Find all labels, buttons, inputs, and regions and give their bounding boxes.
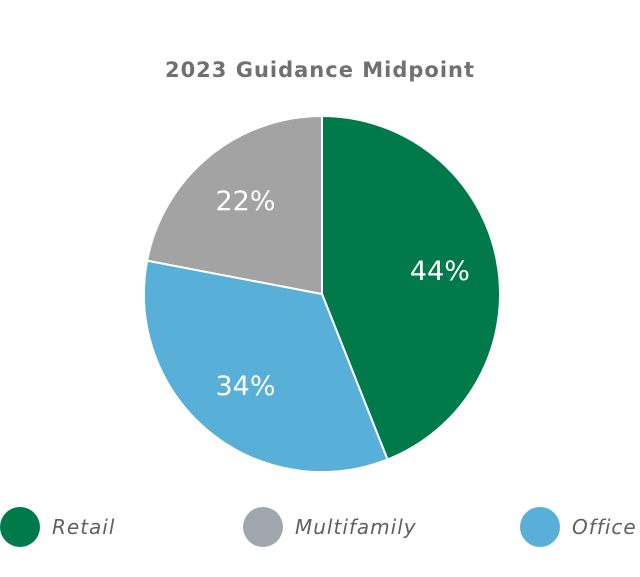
chart-title: 2023 Guidance Midpoint	[164, 58, 476, 82]
legend-swatch-multifamily	[243, 507, 283, 547]
legend-item-multifamily[interactable]: Multifamily	[243, 505, 417, 549]
legend-swatch-retail	[0, 507, 40, 547]
legend-label-office: Office	[572, 515, 637, 539]
slice-label-retail: 44%	[410, 256, 470, 287]
legend-item-retail[interactable]: Retail	[0, 505, 115, 549]
legend-swatch-office	[520, 507, 560, 547]
pie-slice-multifamily[interactable]	[146, 115, 323, 295]
legend-label-multifamily: Multifamily	[295, 515, 417, 539]
slice-label-multifamily: 22%	[216, 186, 276, 217]
legend: Retail Multifamily Office	[0, 505, 640, 549]
pie-slice-office[interactable]	[143, 259, 389, 473]
pie-slice-retail[interactable]	[321, 115, 501, 461]
slice-label-office: 34%	[216, 371, 276, 402]
legend-label-retail: Retail	[52, 515, 116, 539]
legend-item-office[interactable]: Office	[520, 505, 637, 549]
pie-chart: 44% 34% 22%	[143, 115, 501, 473]
